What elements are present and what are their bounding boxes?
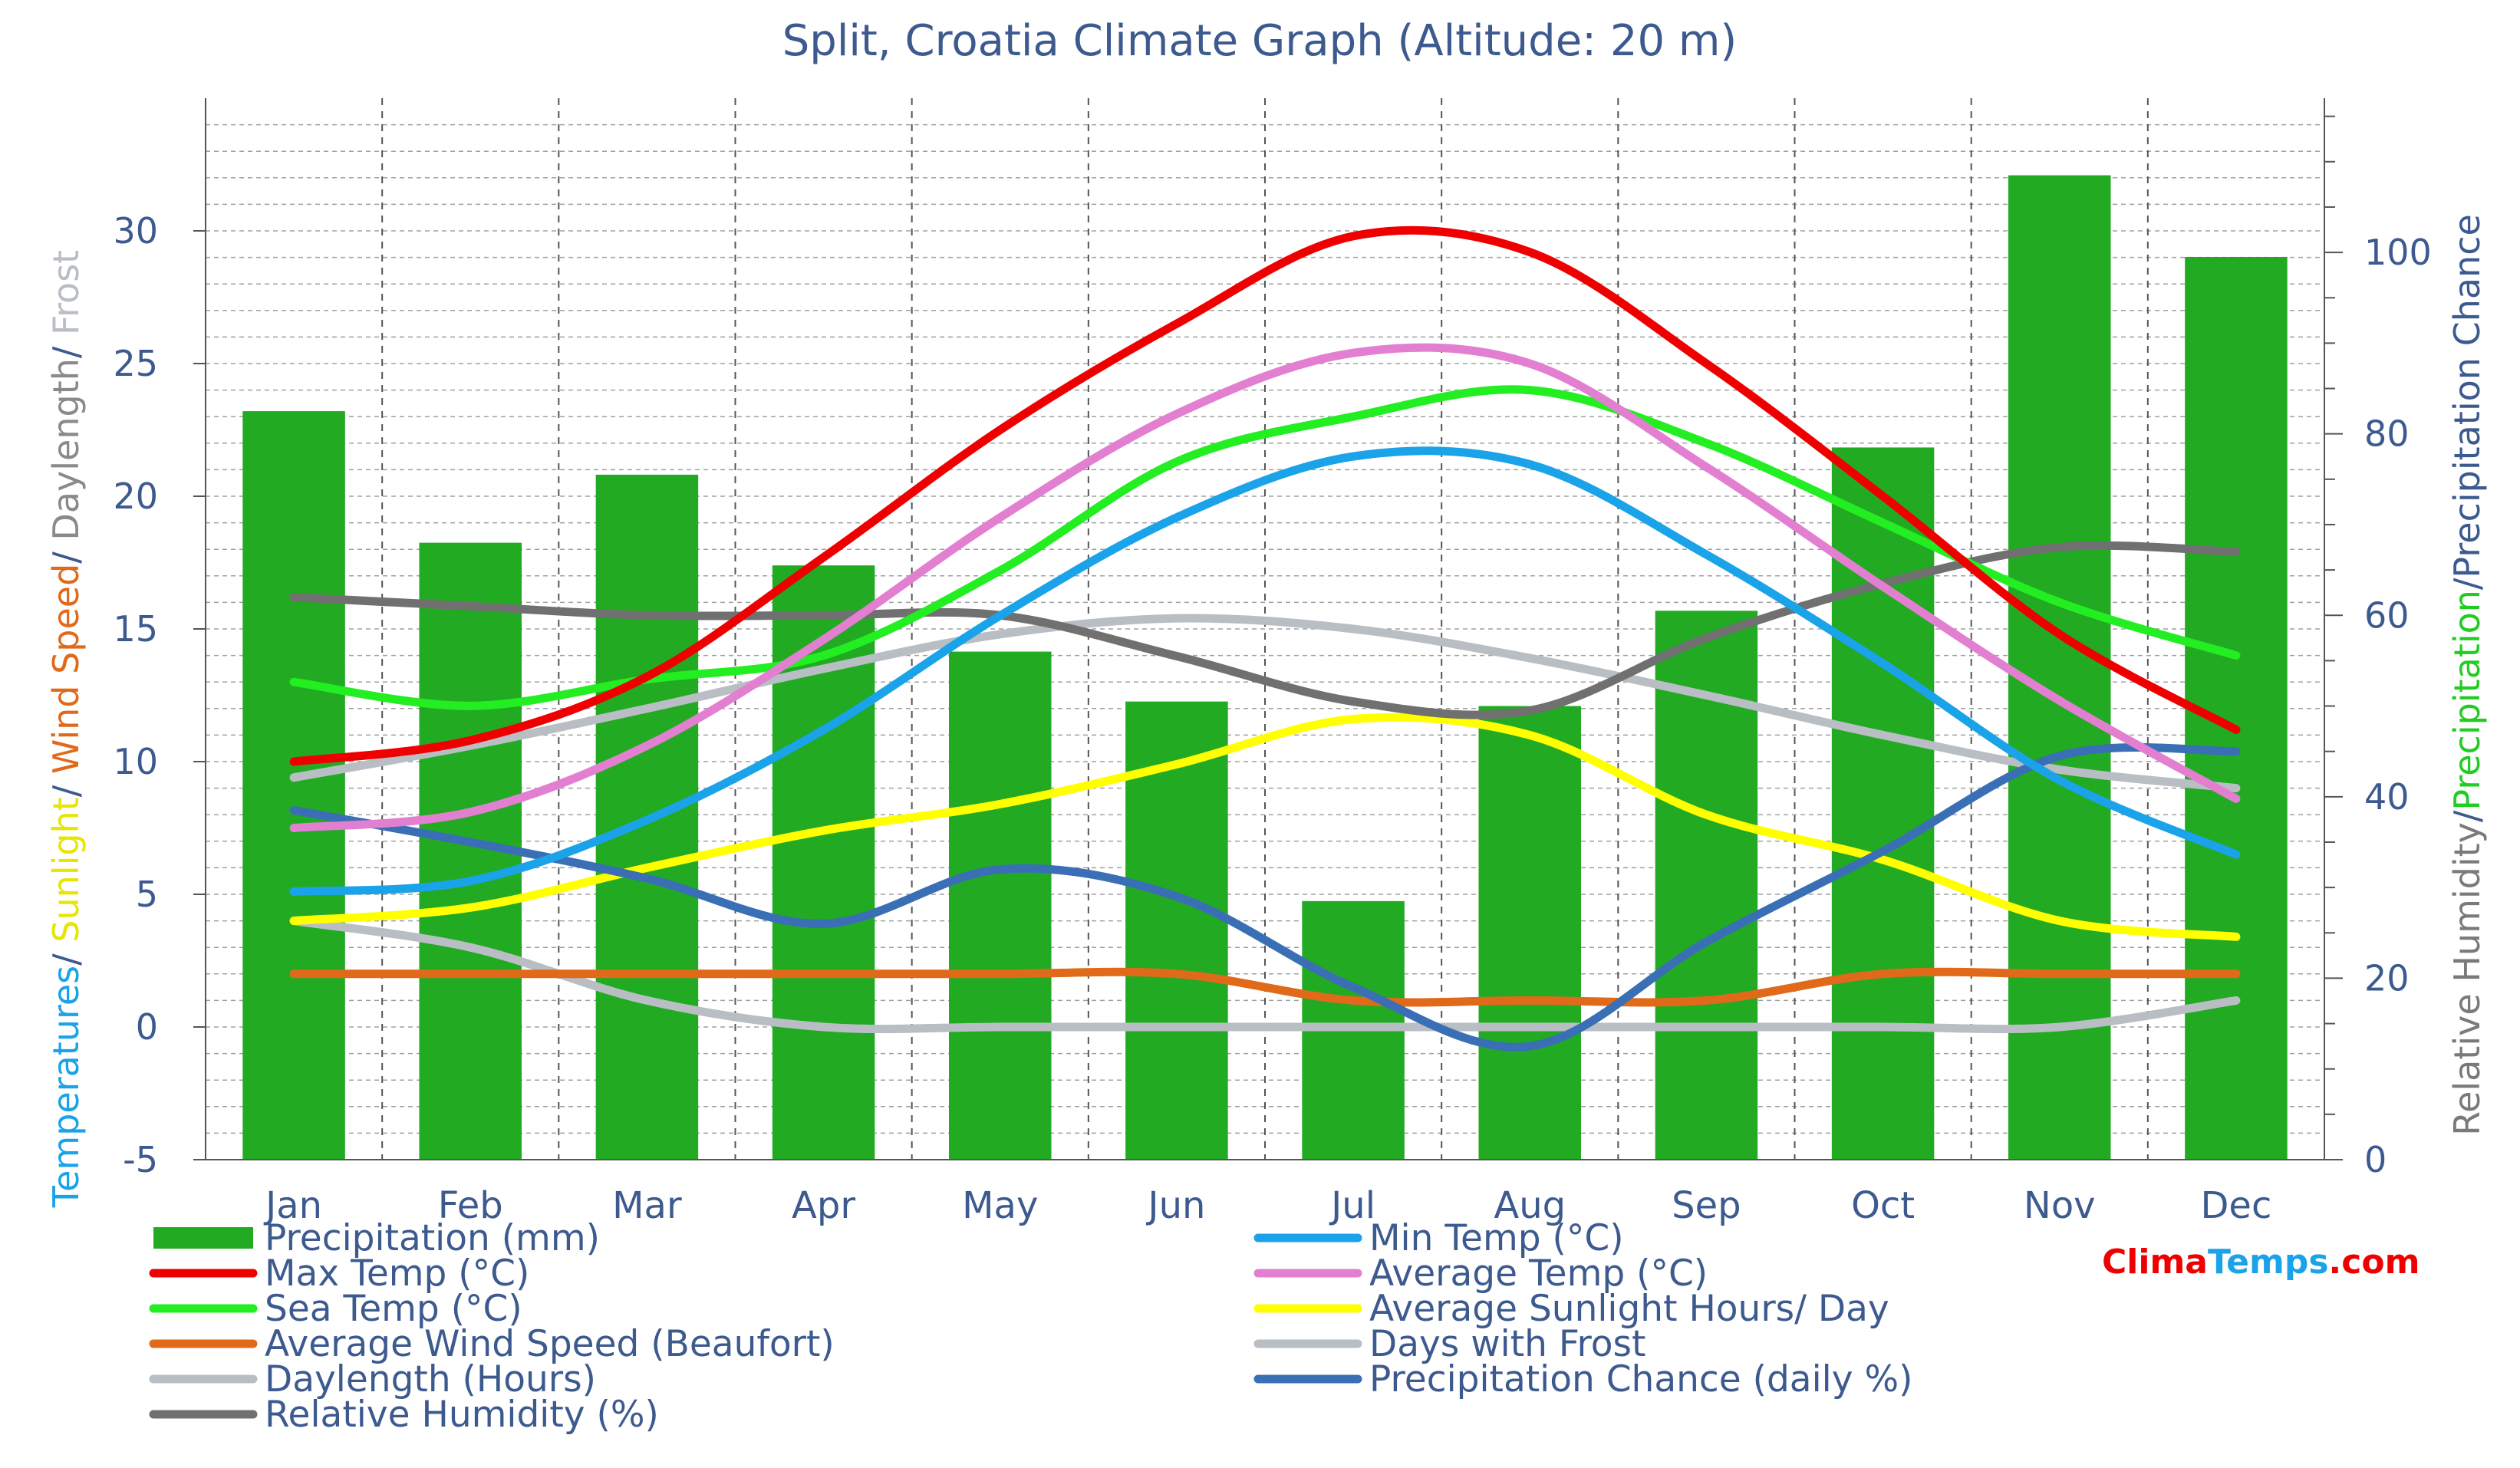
x-tick-label: Oct: [1851, 1184, 1915, 1227]
series-line-relative-humidity: [289, 541, 2241, 719]
series-line-max-temp-c: [289, 225, 2241, 766]
precipitation-bar: [2008, 175, 2111, 1160]
axes: -5 0 5 10 15 20 25 30 0 20 40 60 80 100 Jan Feb Mar Apr Ma…: [45, 98, 2488, 1227]
left-tick-label: 5: [136, 874, 158, 915]
precipitation-bar: [1125, 701, 1228, 1160]
legend-label-average-wind-speed-beaufort: Average Wind Speed (Beaufort): [265, 1323, 835, 1365]
series-lines: [289, 225, 2241, 1052]
x-tick-label: May: [962, 1184, 1038, 1227]
legend-label-sea-temp-c: Sea Temp (°C): [265, 1288, 522, 1330]
right-tick-label: 40: [2364, 776, 2410, 818]
precipitation-bar: [242, 411, 345, 1160]
right-axis-title: Relative Humidity/Precipitation/Precipit…: [2446, 214, 2488, 1136]
left-axis-title-part: /: [45, 774, 87, 797]
brand-part: Clima: [2102, 1243, 2208, 1282]
legend-label-precipitation-chance-daily: Precipitation Chance (daily %): [1369, 1358, 1912, 1401]
chart-title: Split, Croatia Climate Graph (Altitude: …: [782, 16, 1738, 66]
legend-label-average-sunlight-hours-day: Average Sunlight Hours/ Day: [1369, 1288, 1889, 1330]
x-tick-label: Sep: [1672, 1184, 1741, 1227]
left-axis-title-part: /: [45, 335, 87, 358]
legend-label-min-temp-c: Min Temp (°C): [1369, 1217, 1624, 1259]
right-tick-label: 60: [2364, 594, 2410, 636]
x-tick-label: Apr: [792, 1184, 855, 1227]
legend-label-daylength-hours: Daylength (Hours): [265, 1358, 596, 1401]
series-line-average-temp-c: [289, 343, 2241, 832]
x-tick-label: Dec: [2200, 1184, 2271, 1227]
series-line-average-wind-speed-beaufort: [289, 967, 2241, 1007]
x-tick-label: Feb: [438, 1184, 503, 1227]
series-line-daylength-hours: [289, 614, 2241, 793]
legend-swatch-precipitation: [153, 1227, 253, 1249]
precipitation-bars: [242, 175, 2288, 1160]
right-tick-label: 20: [2364, 957, 2410, 999]
right-axis-title-part: Relative Humidity: [2446, 822, 2488, 1136]
brand-logo-text: ClimaTemps.com: [2102, 1243, 2420, 1282]
x-tick-label: Jun: [1145, 1184, 1205, 1227]
x-tick-label: Jul: [1329, 1184, 1375, 1227]
series-line-days-with-frost: [289, 917, 2241, 1034]
left-axis-title-part: Temperatures: [45, 966, 87, 1208]
left-axis-title-part: Frost: [45, 250, 87, 335]
brand-part: .com: [2329, 1243, 2420, 1282]
right-axis-title-part: Precipitation: [2446, 590, 2488, 811]
brand-part: Temps: [2208, 1243, 2329, 1282]
legend-label-precipitation-mm: Precipitation (mm): [265, 1217, 600, 1259]
x-tick-label: Aug: [1494, 1184, 1566, 1227]
left-tick-label: 25: [113, 343, 158, 384]
right-axis-title-part: /Precipitation Chance: [2446, 214, 2488, 590]
precipitation-bar: [949, 651, 1052, 1160]
left-tick-label: 15: [113, 608, 158, 650]
grid: [206, 98, 2324, 1160]
x-tick-label: Nov: [2024, 1184, 2096, 1227]
legend-label-max-temp-c: Max Temp (°C): [265, 1252, 529, 1295]
left-axis-title-part: Wind Speed: [45, 564, 87, 774]
left-axis-title: Temperatures/ Sunlight/ Wind Speed/ Dayl…: [45, 250, 87, 1208]
left-axis-title-part: /: [45, 541, 87, 564]
legend: Precipitation (mm)Max Temp (°C)Sea Temp …: [149, 1217, 1912, 1436]
left-axis-title-part: /: [45, 943, 87, 966]
left-axis-title-part: Daylength: [45, 358, 87, 540]
precipitation-bar: [1831, 447, 1935, 1160]
x-tick-label: Mar: [612, 1184, 682, 1227]
left-tick-label: 20: [113, 476, 158, 517]
left-tick-label: 30: [113, 210, 158, 252]
legend-label-relative-humidity: Relative Humidity (%): [265, 1394, 659, 1436]
left-tick-label: 10: [113, 741, 158, 782]
x-tick-label: Jan: [263, 1184, 322, 1227]
series-line-precipitation-chance-daily: [289, 742, 2241, 1052]
right-tick-label: 80: [2364, 413, 2410, 455]
right-tick-label: 0: [2364, 1139, 2387, 1180]
series-line-min-temp-c: [289, 446, 2241, 897]
right-axis-title-part: /: [2446, 810, 2488, 822]
right-tick-label: 100: [2364, 232, 2432, 273]
legend-label-days-with-frost: Days with Frost: [1369, 1323, 1645, 1365]
left-axis-title-part: Sunlight: [45, 797, 87, 942]
left-tick-label: -5: [123, 1139, 158, 1180]
left-tick-label: 0: [136, 1006, 158, 1048]
legend-label-average-temp-c: Average Temp (°C): [1369, 1252, 1708, 1295]
precipitation-bar: [1478, 706, 1581, 1160]
